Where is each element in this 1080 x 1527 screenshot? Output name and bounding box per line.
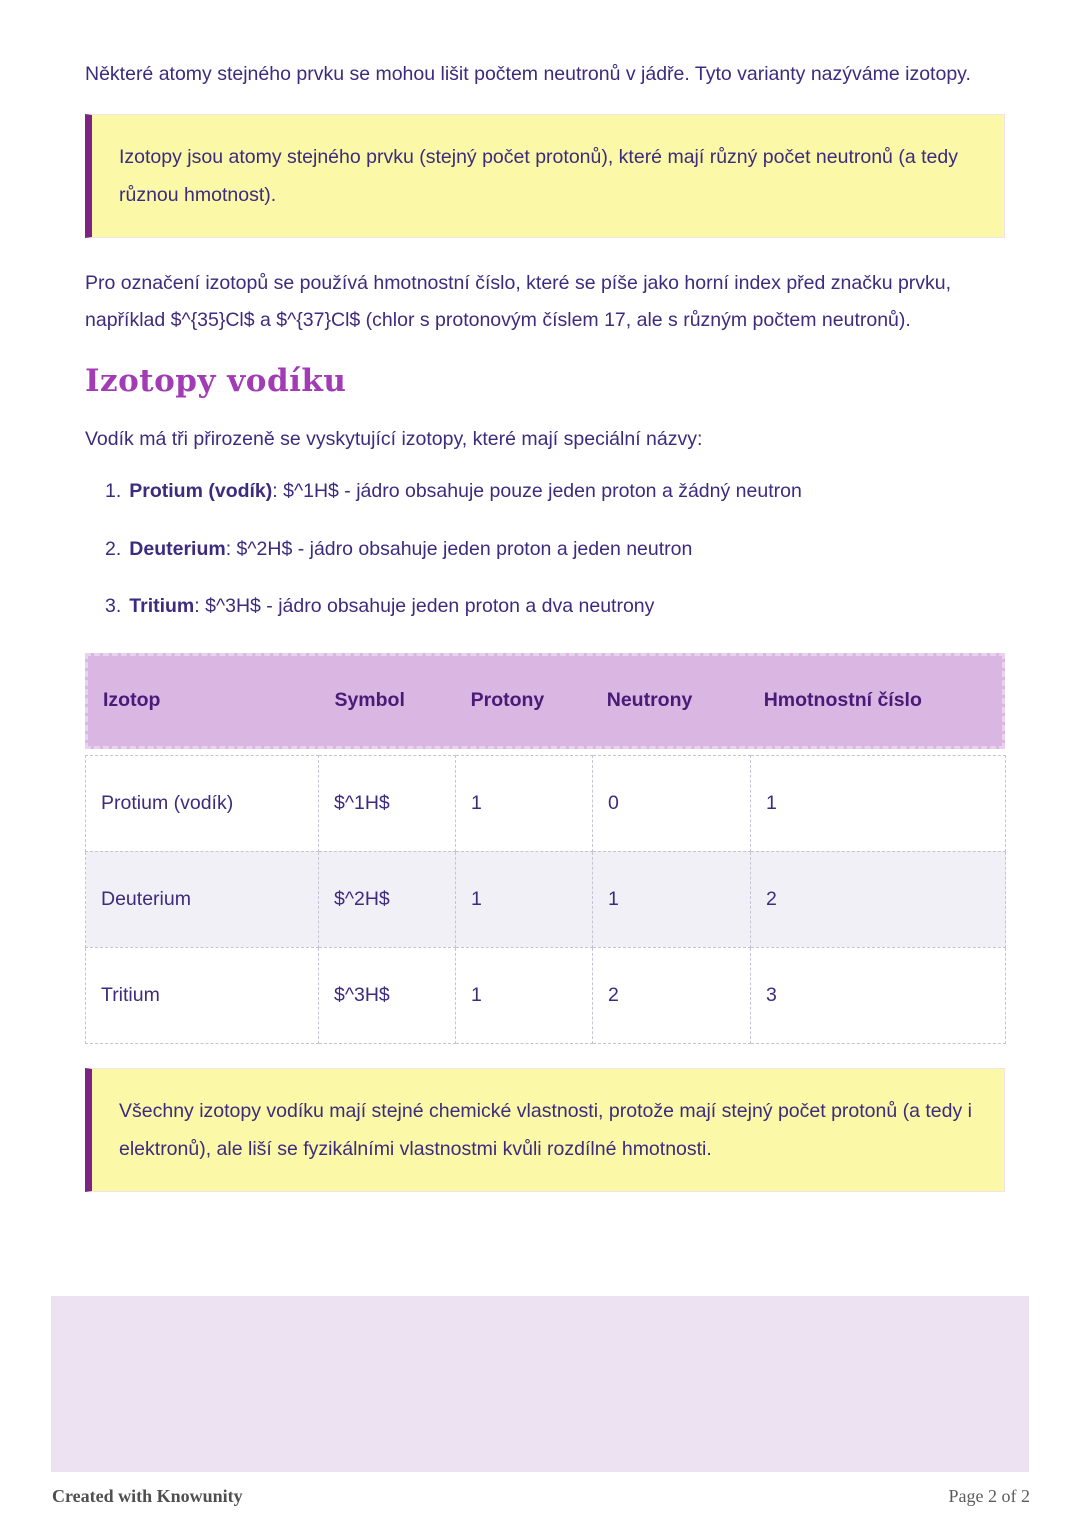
list-item: 3. Tritium: $^3H$ - jádro obsahuje jeden … bbox=[85, 595, 1005, 617]
page-number: Page 2 of 2 bbox=[948, 1486, 1030, 1506]
table-cell: 1 bbox=[750, 754, 1006, 852]
table-cell: 1 bbox=[455, 850, 593, 948]
column-header: Protony bbox=[470, 689, 545, 711]
list-item-number: 2. bbox=[105, 537, 122, 560]
list-item-number: 3. bbox=[105, 595, 122, 617]
definition-callout: Izotopy jsou atomy stejného prvku (stejn… bbox=[85, 114, 1005, 238]
table-cell: Protium (vodík) bbox=[85, 754, 319, 852]
notation-paragraph: Pro označení izotopů se používá hmotnost… bbox=[85, 272, 952, 331]
table-row: Protium (vodík) $^1H$ 1 0 1 bbox=[85, 754, 1006, 852]
properties-callout: Všechny izotopy vodíku mají stejné chemi… bbox=[85, 1067, 1005, 1192]
list-item-description: : $^1H$ - jádro obsahuje pouze jeden pro… bbox=[272, 480, 802, 502]
list-item: 1. Protium (vodík): $^1H$ - jádro obsahuj… bbox=[85, 480, 1005, 502]
empty-highlight-box bbox=[51, 1296, 1029, 1472]
list-item-number: 1. bbox=[105, 480, 122, 502]
list-item-name: Protium (vodík) bbox=[129, 480, 273, 502]
document-content: Některé atomy stejného prvku se mohou li… bbox=[85, 56, 1006, 1192]
table-cell: 2 bbox=[592, 946, 751, 1044]
isotope-table-body: Protium (vodík) $^1H$ 1 0 1 Deuterium $^… bbox=[85, 754, 1006, 1044]
page-footer: Created with Knowunity Page 2 of 2 bbox=[52, 1486, 1030, 1507]
table-cell: 1 bbox=[455, 946, 593, 1044]
isotope-list: 1. Protium (vodík): $^1H$ - jádro obsahuj… bbox=[85, 480, 1005, 617]
list-item: 2. Deuterium: $^2H$ - jádro obsahuje jede… bbox=[85, 537, 1005, 560]
column-header: Neutrony bbox=[606, 689, 693, 711]
intro-paragraph: Některé atomy stejného prvku se mohou li… bbox=[85, 63, 971, 85]
column-header: Hmotnostní číslo bbox=[763, 689, 922, 711]
table-cell: $^1H$ bbox=[318, 754, 456, 852]
table-row: Deuterium $^2H$ 1 1 2 bbox=[85, 850, 1006, 948]
properties-callout-text: Všechny izotopy vodíku mají stejné chemi… bbox=[119, 1099, 973, 1160]
table-cell: Deuterium bbox=[85, 850, 319, 948]
table-cell: 0 bbox=[592, 754, 751, 852]
isotope-table: Izotop Symbol Protony Neutrony Hmotnostn… bbox=[85, 652, 1006, 1044]
list-item-description: : $^3H$ - jádro obsahuje jeden proton a … bbox=[194, 595, 655, 617]
list-item-name: Tritium bbox=[129, 595, 195, 617]
table-cell: 1 bbox=[455, 754, 593, 852]
definition-callout-text: Izotopy jsou atomy stejného prvku (stejn… bbox=[119, 146, 958, 206]
column-header: Symbol bbox=[334, 689, 405, 711]
table-cell: Tritium bbox=[85, 946, 319, 1044]
hydrogen-intro-paragraph: Vodík má tři přirozeně se vyskytující iz… bbox=[85, 428, 703, 450]
isotope-table-header: Izotop Symbol Protony Neutrony Hmotnostn… bbox=[85, 652, 1005, 749]
table-cell: 1 bbox=[592, 850, 751, 948]
section-heading: Izotopy vodíku bbox=[85, 363, 347, 399]
footer-branding: Created with Knowunity bbox=[52, 1486, 243, 1506]
column-header: Izotop bbox=[103, 689, 161, 711]
table-cell: $^2H$ bbox=[318, 850, 456, 948]
table-cell: 3 bbox=[750, 946, 1006, 1044]
list-item-description: : $^2H$ - jádro obsahuje jeden proton a … bbox=[225, 537, 693, 560]
table-cell: $^3H$ bbox=[318, 946, 456, 1044]
table-cell: 2 bbox=[750, 850, 1006, 948]
list-item-name: Deuterium bbox=[129, 537, 226, 560]
table-row: Tritium $^3H$ 1 2 3 bbox=[85, 946, 1006, 1044]
